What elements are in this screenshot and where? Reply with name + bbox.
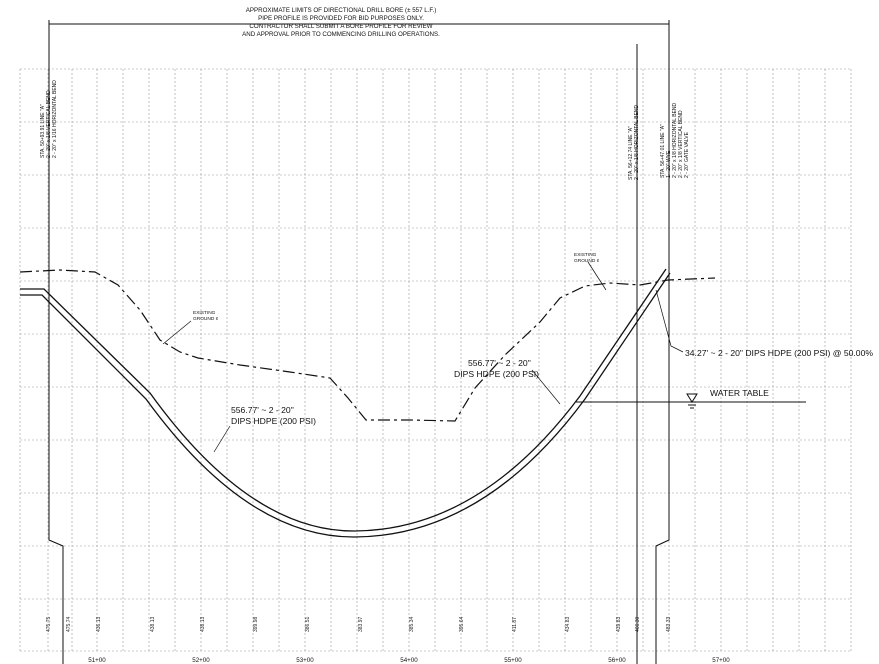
svg-text:GROUND ¢: GROUND ¢ bbox=[574, 258, 600, 264]
svg-text:DIPS HDPE (200 PSI): DIPS HDPE (200 PSI) bbox=[231, 416, 316, 426]
elevation-label: 466.30 bbox=[635, 616, 641, 632]
pipe-label-left: 556.77' ~ 2 - 20" DIPS HDPE (200 PSI) bbox=[231, 405, 316, 426]
pipe-label-center: 556.77' ~ 2 - 20" DIPS HDPE (200 PSI) bbox=[454, 358, 539, 379]
existing-ground-right-label: EXISTING GROUND ¢ bbox=[574, 252, 600, 264]
svg-text:DIPS HDPE (200 PSI): DIPS HDPE (200 PSI) bbox=[454, 369, 539, 379]
leader-lines bbox=[162, 261, 684, 453]
elevation-label: 386.51 bbox=[305, 616, 311, 632]
elevation-label: 411.87 bbox=[512, 617, 518, 632]
elevation-label: 399.98 bbox=[253, 616, 259, 632]
station-label: 52+00 bbox=[192, 657, 210, 664]
station-label: 53+00 bbox=[296, 657, 314, 664]
svg-text:GROUND ¢: GROUND ¢ bbox=[193, 316, 219, 322]
svg-text:2 - 20" x 1/8 VERTICAL BEND: 2 - 20" x 1/8 VERTICAL BEND bbox=[46, 90, 52, 158]
svg-text:2 - 20" GATE VALVE: 2 - 20" GATE VALVE bbox=[684, 131, 690, 178]
svg-text:STA. 56+47.01 LINE "A": STA. 56+47.01 LINE "A" bbox=[660, 124, 666, 178]
callout-mid-right: STA. 56+12.74 LINE "A" 2 - 20" x 1/8 HOR… bbox=[628, 104, 640, 180]
elevation-label: 483.33 bbox=[666, 616, 672, 632]
svg-text:EXISTING: EXISTING bbox=[193, 310, 216, 316]
svg-text:556.77' ~ 2 - 20": 556.77' ~ 2 - 20" bbox=[468, 358, 531, 368]
callout-right: STA. 56+47.01 LINE "A" 1 - 20" WYE 2 - 2… bbox=[660, 102, 690, 178]
elevation-label: 395.64 bbox=[459, 616, 465, 632]
svg-text:2 - 20" x 1/16 HORIZONTAL BEND: 2 - 20" x 1/16 HORIZONTAL BEND bbox=[52, 80, 58, 158]
elevation-label: 438.13 bbox=[150, 616, 156, 632]
water-table bbox=[576, 393, 806, 409]
station-label: 54+00 bbox=[400, 657, 418, 664]
svg-text:EXISTING: EXISTING bbox=[574, 252, 597, 258]
callout-left: STA. 50+93.91 LINE "A" 2 - 20" x 1/8 VER… bbox=[40, 80, 58, 158]
hdd-pipe bbox=[20, 268, 671, 538]
bore-note-line: PIPE PROFILE IS PROVIDED FOR BID PURPOSE… bbox=[258, 15, 424, 22]
elevation-label: 385.34 bbox=[409, 616, 415, 632]
elevation-label: 475.74 bbox=[66, 616, 72, 632]
elevation-label: 475.75 bbox=[46, 616, 52, 632]
elevation-label: 434.83 bbox=[565, 616, 571, 632]
bore-note-line: APPROXIMATE LIMITS OF DIRECTIONAL DRILL … bbox=[246, 7, 437, 14]
station-label: 56+00 bbox=[608, 657, 626, 664]
station-label: 55+00 bbox=[504, 657, 522, 664]
svg-text:2 - 20" x 1/8 VERTICAL BEND: 2 - 20" x 1/8 VERTICAL BEND bbox=[678, 110, 684, 178]
station-label: 51+00 bbox=[88, 657, 106, 664]
svg-text:2 - 20" x 1/8 HORIZONTAL BEND: 2 - 20" x 1/8 HORIZONTAL BEND bbox=[634, 104, 640, 180]
bore-limit-bracket bbox=[48, 20, 670, 664]
elevation-label: 383.97 bbox=[358, 616, 364, 632]
svg-text:1 - 20" WYE: 1 - 20" WYE bbox=[666, 150, 672, 178]
grid bbox=[19, 68, 852, 652]
svg-text:2 - 20" x 1/8 HORIZONTAL BEND: 2 - 20" x 1/8 HORIZONTAL BEND bbox=[672, 102, 678, 178]
station-label: 57+00 bbox=[712, 657, 730, 664]
water-table-label: WATER TABLE bbox=[710, 388, 769, 398]
elevation-label: 436.13 bbox=[96, 616, 102, 632]
elevation-label: 439.83 bbox=[616, 616, 622, 632]
pipe-label-right: 34.27' ~ 2 - 20" DIPS HDPE (200 PSI) @ 5… bbox=[685, 348, 873, 358]
bore-note-line: AND APPROVAL PRIOR TO COMMENCING DRILLIN… bbox=[242, 31, 440, 38]
svg-text:STA. 56+12.74 LINE "A": STA. 56+12.74 LINE "A" bbox=[628, 126, 634, 180]
station-row: 51+00 52+00 53+00 54+00 55+00 56+00 57+00 bbox=[88, 657, 730, 664]
existing-ground-left-label: EXISTING GROUND ¢ bbox=[193, 310, 219, 322]
svg-text:STA. 50+93.91 LINE "A": STA. 50+93.91 LINE "A" bbox=[40, 104, 46, 158]
svg-text:556.77' ~ 2 - 20": 556.77' ~ 2 - 20" bbox=[231, 405, 294, 415]
existing-ground-line bbox=[19, 269, 716, 422]
elevation-row: 475.75 475.74 436.13 438.13 438.13 399.98 386.… bbox=[46, 616, 672, 632]
elevation-label: 438.13 bbox=[200, 616, 206, 632]
bore-limits-note: APPROXIMATE LIMITS OF DIRECTIONAL DRILL … bbox=[242, 7, 440, 38]
bore-note-line: CONTRACTOR SHALL SUBMIT A BORE PROFILE F… bbox=[249, 23, 432, 30]
